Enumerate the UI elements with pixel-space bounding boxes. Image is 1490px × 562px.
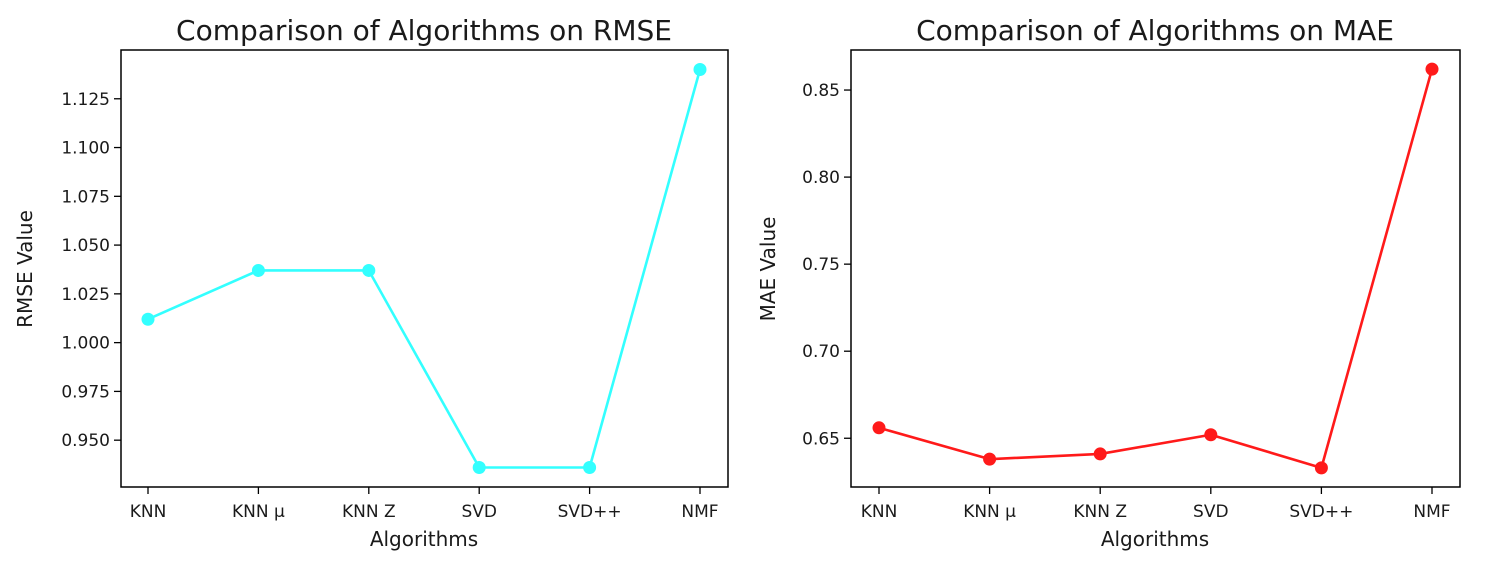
y-tick-label: 0.75 — [802, 255, 840, 275]
x-tick-label: KNN Z — [1073, 502, 1127, 522]
y-tick-label: 0.65 — [802, 429, 840, 449]
series-layer — [141, 63, 707, 474]
chart-title: Comparison of Algorithms on MAE — [916, 14, 1394, 47]
data-point — [1204, 428, 1218, 442]
y-tick-label: 0.70 — [802, 342, 840, 362]
y-tick-label: 0.85 — [802, 81, 840, 101]
data-point — [1314, 461, 1328, 475]
y-axis: 0.950 0.975 1.000 1.025 1.050 1.075 1.100 1.125 — [61, 90, 121, 451]
y-axis: 0.65 0.70 0.75 0.80 0.85 — [802, 81, 851, 449]
data-point — [983, 452, 997, 466]
x-axis-label: Algorithms — [1101, 527, 1209, 551]
x-axis-label: Algorithms — [370, 527, 478, 551]
chart-title: Comparison of Algorithms on RMSE — [176, 14, 672, 47]
series-line — [147, 69, 702, 469]
series-layer — [872, 62, 1439, 475]
y-tick-label: 1.100 — [61, 139, 110, 159]
y-tick-label: 0.950 — [61, 431, 110, 451]
plot-frame — [120, 49, 729, 488]
x-tick-label: KNN — [861, 502, 898, 522]
y-tick-label: 1.000 — [61, 334, 110, 354]
data-point — [141, 312, 155, 326]
y-axis-label: RMSE Value — [13, 210, 37, 328]
y-tick-label: 0.80 — [802, 168, 840, 188]
data-point — [583, 460, 597, 474]
x-tick-label: SVD — [461, 502, 497, 522]
y-tick-label: 1.025 — [61, 285, 110, 305]
x-tick-label: KNN μ — [232, 502, 285, 522]
rmse-chart: Comparison of Algorithms on RMSE 0.9500.… — [13, 14, 729, 551]
x-tick-label: KNN μ — [963, 502, 1016, 522]
x-tick-label: NMF — [681, 502, 718, 522]
data-point — [693, 63, 707, 77]
data-point — [1093, 447, 1107, 461]
y-tick-label: 0.975 — [61, 382, 110, 402]
x-tick-label: KNN Z — [342, 502, 396, 522]
x-tick-label: SVD — [1193, 502, 1229, 522]
series-line — [878, 68, 1434, 470]
data-point — [1425, 62, 1439, 76]
x-tick-label: SVD++ — [558, 502, 622, 522]
data-point — [251, 263, 265, 277]
y-axis-label: MAE Value — [756, 217, 780, 322]
x-tick-label: SVD++ — [1289, 502, 1353, 522]
y-tick-label: 1.125 — [61, 90, 110, 110]
data-point — [362, 263, 376, 277]
y-tick-label: 1.075 — [61, 187, 110, 207]
mae-chart: Comparison of Algorithms on MAE 0.65 0.70… — [756, 14, 1461, 551]
x-tick-label: NMF — [1413, 502, 1450, 522]
plot-frame — [850, 49, 1461, 488]
x-axis: KNN KNN μ KNN Z SVD SVD++ NMF — [861, 487, 1451, 522]
y-tick-label: 1.050 — [61, 236, 110, 256]
x-tick-label: KNN — [130, 502, 167, 522]
x-axis: KNN KNN μ KNN Z SVD SVD++ NMF — [130, 487, 719, 522]
data-point — [472, 460, 486, 474]
data-point — [872, 421, 886, 435]
